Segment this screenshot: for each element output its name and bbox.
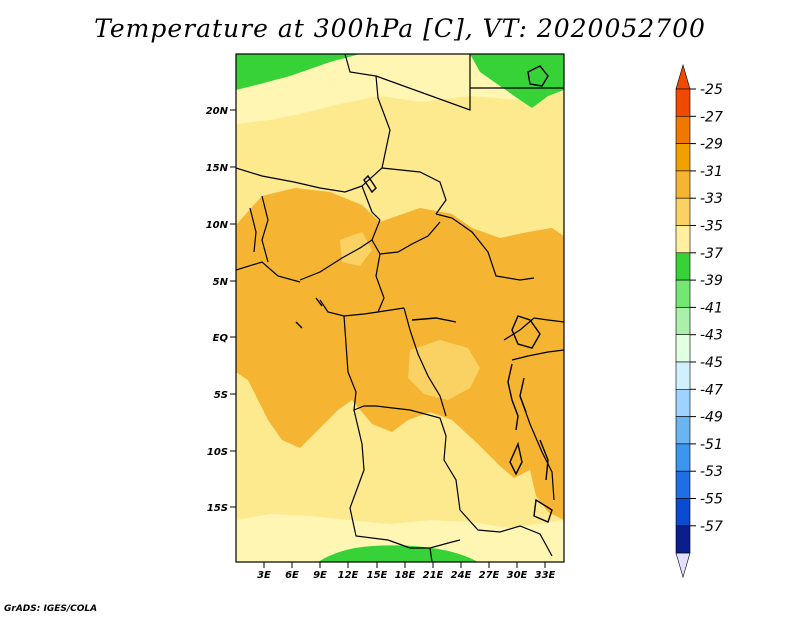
lon-label-27e: 27E	[479, 570, 500, 581]
map-frame	[235, 53, 565, 563]
map-title: Temperature at 300hPa [C], VT: 202005270…	[94, 14, 706, 43]
field-light-spot-2	[340, 232, 372, 266]
lon-label-33e: 33E	[535, 570, 556, 581]
colorbar-swatch	[675, 334, 691, 363]
lon-axis: 3E 6E 9E 12E 15E 18E 21E 24E 27E 30E 33E	[257, 562, 556, 581]
field-warm-west	[236, 262, 330, 380]
field-green-nw	[236, 54, 360, 90]
lon-label-6e: 6E	[285, 570, 299, 581]
lon-label-12e: 12E	[338, 570, 359, 581]
field-light-spot-1	[408, 340, 480, 400]
country-borders	[236, 54, 564, 562]
colorbar-label: -31	[700, 164, 723, 180]
colorbar-swatch	[675, 416, 691, 445]
lon-label-21e: 21E	[423, 570, 444, 581]
lon-label-15e: 15E	[367, 570, 388, 581]
lakes-and-coast	[295, 65, 553, 523]
map-area	[236, 54, 564, 562]
lat-label-eq: EQ	[213, 333, 229, 344]
lat-axis: 20N 15N 10N 5N EQ 5S 10S 15S	[206, 106, 236, 514]
field-warm-central	[236, 188, 564, 478]
colorbar-top-arrow	[675, 63, 691, 90]
colorbar: -25 -27 -29 -31 -33 -35 -37 -39 -41 -43 -45 -47 -49 -…	[675, 63, 723, 579]
colorbar-swatch	[675, 116, 691, 144]
lat-label-20n: 20N	[206, 106, 229, 117]
colorbar-swatch	[675, 197, 691, 226]
colorbar-swatch	[675, 143, 691, 172]
lat-label-5n: 5N	[213, 277, 229, 288]
lat-label-10n: 10N	[206, 220, 229, 231]
lat-label-5s: 5S	[214, 390, 228, 401]
colorbar-label: -27	[700, 109, 723, 125]
colorbar-label: -37	[700, 246, 723, 262]
colorbar-label: -47	[700, 382, 723, 398]
colorbar-swatch	[675, 498, 691, 527]
colorbar-bottom-arrow	[675, 552, 691, 579]
colorbar-label: -41	[700, 300, 723, 316]
field-green-south	[318, 545, 478, 562]
colorbar-label: -49	[700, 410, 723, 426]
colorbar-swatch	[675, 170, 691, 199]
colorbar-label: -39	[700, 273, 723, 289]
lon-label-9e: 9E	[313, 570, 327, 581]
lat-label-15n: 15N	[206, 163, 229, 174]
colorbar-label: -45	[700, 355, 723, 371]
colorbar-label: -29	[700, 137, 723, 153]
colorbar-label: -53	[700, 464, 723, 480]
colorbar-label: -43	[700, 328, 723, 344]
colorbar-swatch	[675, 470, 691, 499]
colorbar-swatch	[675, 525, 691, 554]
colorbar-label: -55	[700, 492, 723, 508]
lat-label-10s: 10S	[207, 447, 228, 458]
colorbar-label: -51	[700, 437, 723, 453]
colorbar-swatch	[675, 443, 691, 472]
colorbar-label: -33	[700, 191, 723, 207]
colorbar-label: -57	[700, 519, 723, 535]
lon-label-18e: 18E	[395, 570, 416, 581]
colorbar-swatch	[675, 307, 691, 335]
grads-credit: GrADS: IGES/COLA	[4, 604, 98, 614]
colorbar-swatch	[675, 388, 691, 417]
lon-label-30e: 30E	[507, 570, 528, 581]
colorbar-swatch	[675, 88, 691, 117]
lon-label-24e: 24E	[451, 570, 472, 581]
colorbar-swatch	[675, 279, 691, 308]
lon-label-3e: 3E	[257, 570, 271, 581]
colorbar-swatch	[675, 361, 691, 390]
lat-label-15s: 15S	[207, 503, 228, 514]
field-cool-south	[236, 514, 564, 562]
colorbar-swatch	[675, 225, 691, 254]
colorbar-label: -25	[700, 82, 723, 98]
colorbar-label: -35	[700, 219, 723, 235]
colorbar-swatch	[675, 252, 691, 281]
